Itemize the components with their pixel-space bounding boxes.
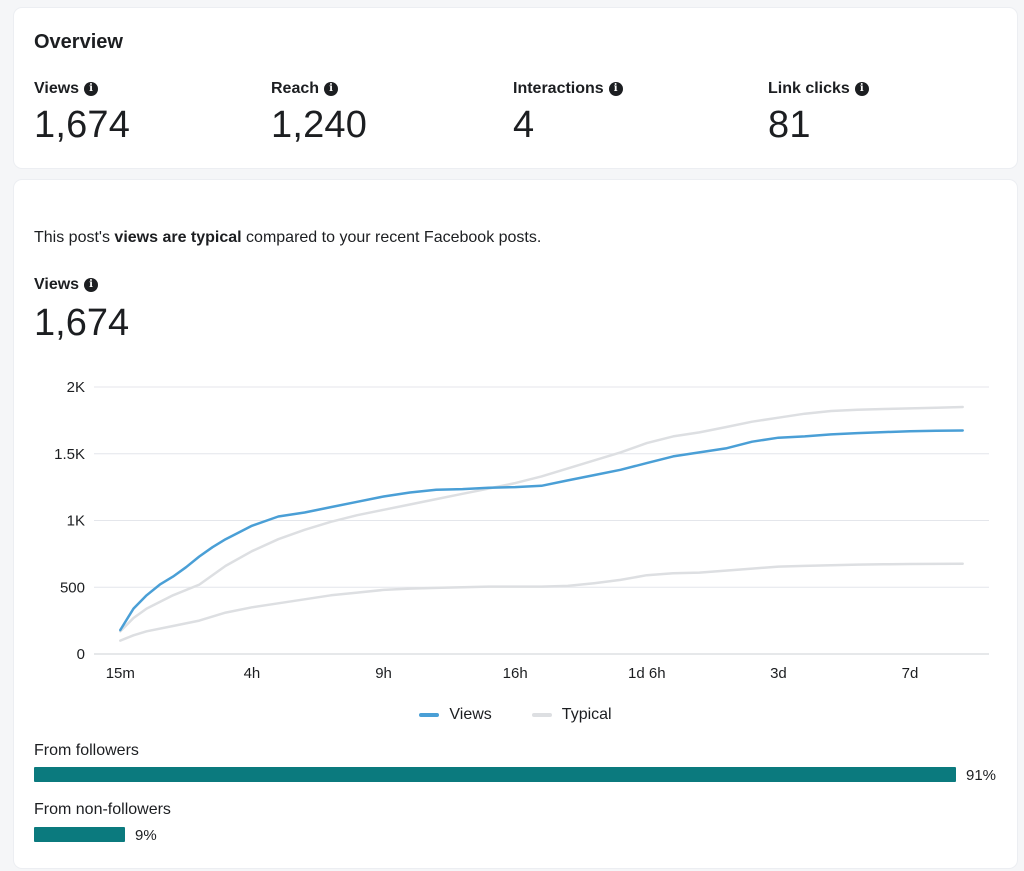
metric-views-value: 1,674 bbox=[34, 104, 131, 146]
typical-message-suffix: compared to your recent Facebook posts. bbox=[241, 229, 542, 246]
views-card: This post's views are typical compared t… bbox=[14, 180, 1017, 868]
metric-reach: Reach i 1,240 bbox=[271, 78, 367, 147]
legend-swatch-typical bbox=[531, 713, 552, 717]
chart-x-ticks: 15m 4h 9h 16h 1d 6h 3d 7d bbox=[106, 665, 919, 682]
metric-views: Views i 1,674 bbox=[34, 78, 130, 147]
overview-card: Overview Views i 1,674 Reach i 1,240 Int… bbox=[14, 8, 1017, 168]
x-tick-label: 1d 6h bbox=[628, 665, 666, 682]
metric-interactions: Interactions i 4 bbox=[513, 78, 623, 147]
metric-interactions-value: 4 bbox=[513, 104, 535, 146]
series-line-typical-0 bbox=[119, 562, 964, 642]
followers-percent: 91% bbox=[966, 767, 997, 784]
info-icon[interactable]: i bbox=[324, 82, 339, 96]
chart-legend: Views Typical bbox=[14, 706, 1017, 724]
views-chart: 0 500 1K 1.5K 2K 15m 4h 9h 16h 1d 6h 3d 7d bbox=[54, 379, 989, 682]
x-tick-label: 4h bbox=[244, 665, 261, 682]
series-line-typical-1 bbox=[119, 405, 964, 633]
legend-item-typical[interactable]: Typical bbox=[531, 706, 612, 724]
y-tick-label: 0 bbox=[77, 646, 85, 663]
non-followers-label: From non-followers bbox=[34, 801, 171, 818]
info-icon[interactable]: i bbox=[854, 82, 869, 96]
info-icon[interactable]: i bbox=[84, 82, 99, 96]
non-followers-percent: 9% bbox=[135, 827, 157, 844]
y-tick-label: 1.5K bbox=[54, 446, 85, 463]
typical-message-prefix: This post's bbox=[34, 229, 115, 246]
metric-link-clicks: Link clicks i 81 bbox=[768, 78, 869, 147]
views-label: Views bbox=[34, 276, 80, 293]
metric-link-clicks-value: 81 bbox=[768, 104, 811, 146]
y-tick-label: 2K bbox=[67, 379, 85, 396]
overview-title: Overview bbox=[34, 31, 123, 53]
followers-bar bbox=[34, 767, 956, 782]
typical-message-bold: views are typical bbox=[114, 229, 242, 246]
y-tick-label: 500 bbox=[60, 579, 85, 596]
followers-label: From followers bbox=[34, 742, 139, 759]
legend-label-typical: Typical bbox=[561, 706, 612, 723]
series-line-views bbox=[119, 429, 964, 632]
chart-y-ticks: 0 500 1K 1.5K 2K bbox=[54, 379, 85, 663]
chart-lines bbox=[119, 405, 964, 642]
metric-reach-label: Reach bbox=[271, 80, 320, 97]
y-tick-label: 1K bbox=[67, 513, 85, 530]
chart-gridlines bbox=[94, 386, 989, 655]
legend-swatch-views bbox=[419, 713, 440, 717]
metric-interactions-label: Interactions bbox=[513, 80, 604, 97]
x-tick-label: 3d bbox=[770, 665, 787, 682]
metric-views-label: Views bbox=[34, 80, 80, 97]
views-value: 1,674 bbox=[34, 302, 130, 344]
info-icon[interactable]: i bbox=[84, 278, 99, 292]
x-tick-label: 7d bbox=[902, 665, 919, 682]
typical-message: This post's views are typical compared t… bbox=[34, 229, 541, 247]
legend-item-views[interactable]: Views bbox=[419, 706, 492, 724]
non-followers-bar bbox=[34, 827, 125, 842]
x-tick-label: 16h bbox=[503, 665, 528, 682]
legend-label-views: Views bbox=[449, 706, 492, 723]
info-icon[interactable]: i bbox=[608, 82, 623, 96]
metric-link-clicks-label: Link clicks bbox=[768, 80, 850, 97]
metric-reach-value: 1,240 bbox=[271, 104, 368, 146]
x-tick-label: 9h bbox=[375, 665, 392, 682]
x-tick-label: 15m bbox=[106, 665, 135, 682]
